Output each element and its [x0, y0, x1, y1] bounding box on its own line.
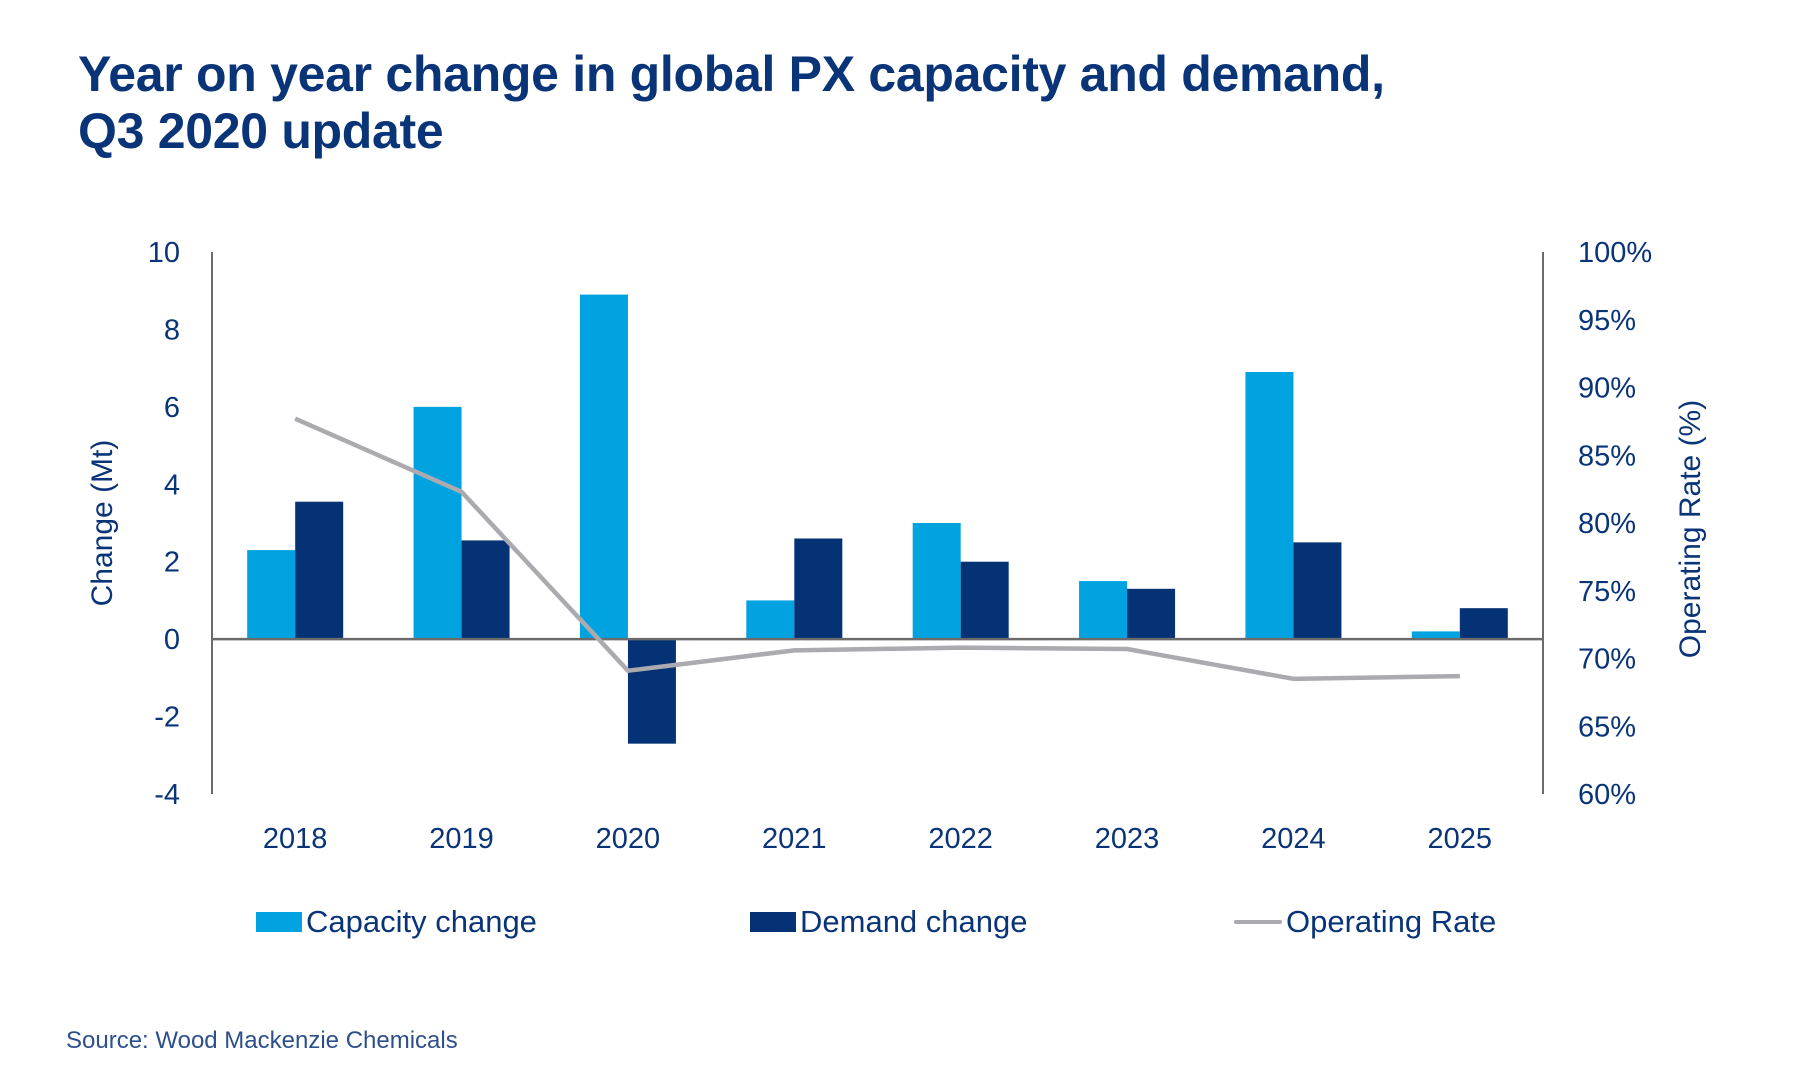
- y-tick-label: 6: [164, 392, 180, 424]
- demand-bar-2020: [627, 639, 676, 744]
- x-tick-label: 2019: [429, 823, 494, 855]
- y2-tick-label: 95%: [1578, 305, 1636, 337]
- y-tick-label: 2: [164, 547, 180, 579]
- y2-tick-label: 70%: [1578, 644, 1636, 676]
- demand-bar-2023: [1127, 588, 1176, 640]
- x-tick-label: 2020: [596, 823, 661, 855]
- chart-legend: Capacity change Demand change Operating …: [0, 902, 1800, 942]
- y2-tick-label: 75%: [1578, 576, 1636, 608]
- y-tick-label: 0: [164, 624, 180, 656]
- legend-item-operating-rate: Operating Rate: [1234, 902, 1496, 942]
- capacity-bars: [247, 294, 1460, 640]
- demand-swatch-icon: [750, 912, 796, 932]
- x-tick-label: 2018: [263, 823, 328, 855]
- capacity-bar-2021: [746, 600, 795, 640]
- capacity-bar-2020: [579, 294, 628, 640]
- chart-title-line-2: Q3 2020 update: [78, 103, 444, 159]
- legend-item-demand: Demand change: [750, 902, 1028, 942]
- y2-tick-label: 80%: [1578, 508, 1636, 540]
- capacity-bar-2024: [1245, 372, 1294, 640]
- demand-bar-2022: [960, 561, 1009, 640]
- chart-title: Year on year change in global PX capacit…: [78, 46, 1385, 160]
- capacity-bar-2025: [1411, 631, 1460, 640]
- demand-bar-2021: [794, 538, 843, 640]
- capacity-bar-2023: [1079, 581, 1128, 640]
- y-tick-label: -2: [154, 702, 180, 734]
- left-y-axis-title: Change (Mt): [86, 440, 119, 607]
- legend-item-capacity: Capacity change: [256, 902, 537, 942]
- capacity-bar-2022: [912, 523, 961, 640]
- capacity-swatch-icon: [256, 912, 302, 932]
- operating-rate-line: [294, 416, 1460, 682]
- y2-tick-label: 90%: [1578, 373, 1636, 405]
- x-tick-label: 2022: [928, 823, 993, 855]
- y-tick-label: 4: [164, 469, 180, 501]
- y-tick-label: 8: [164, 314, 180, 346]
- demand-bar-2024: [1293, 542, 1342, 640]
- left-y-tick-labels: 10 8 6 4 2 0 -2 -4: [148, 237, 180, 811]
- demand-bar-2025: [1459, 608, 1508, 640]
- operating-rate-line-icon: [1234, 920, 1282, 924]
- x-tick-labels: 2018 2019 2020 2021 2022 2023 2024 2025: [263, 823, 1492, 855]
- legend-label-demand: Demand change: [800, 904, 1028, 939]
- demand-bars: [295, 501, 1508, 744]
- right-y-axis-title: Operating Rate (%): [1674, 400, 1707, 658]
- x-tick-label: 2024: [1261, 823, 1326, 855]
- y2-tick-label: 85%: [1578, 440, 1636, 472]
- capacity-bar-2018: [247, 550, 296, 640]
- x-tick-label: 2023: [1095, 823, 1160, 855]
- y2-tick-label: 65%: [1578, 711, 1636, 743]
- legend-label-operating-rate: Operating Rate: [1286, 904, 1497, 939]
- operating-rate-points: [295, 418, 1460, 679]
- y2-tick-label: 100%: [1578, 237, 1652, 269]
- right-y-tick-labels: 100% 95% 90% 85% 80% 75% 70% 65% 60%: [1578, 237, 1652, 811]
- legend-label-capacity: Capacity change: [306, 904, 537, 939]
- chart-title-line-1: Year on year change in global PX capacit…: [78, 46, 1385, 102]
- y2-tick-label: 60%: [1578, 779, 1636, 811]
- demand-bar-2018: [295, 501, 344, 640]
- x-tick-label: 2025: [1428, 823, 1493, 855]
- capacity-bar-2019: [413, 406, 462, 640]
- y-tick-label: 10: [148, 237, 180, 269]
- source-note: Source: Wood Mackenzie Chemicals: [66, 1027, 458, 1054]
- demand-bar-2019: [461, 540, 510, 640]
- x-tick-label: 2021: [762, 823, 827, 855]
- y-tick-label: -4: [154, 779, 180, 811]
